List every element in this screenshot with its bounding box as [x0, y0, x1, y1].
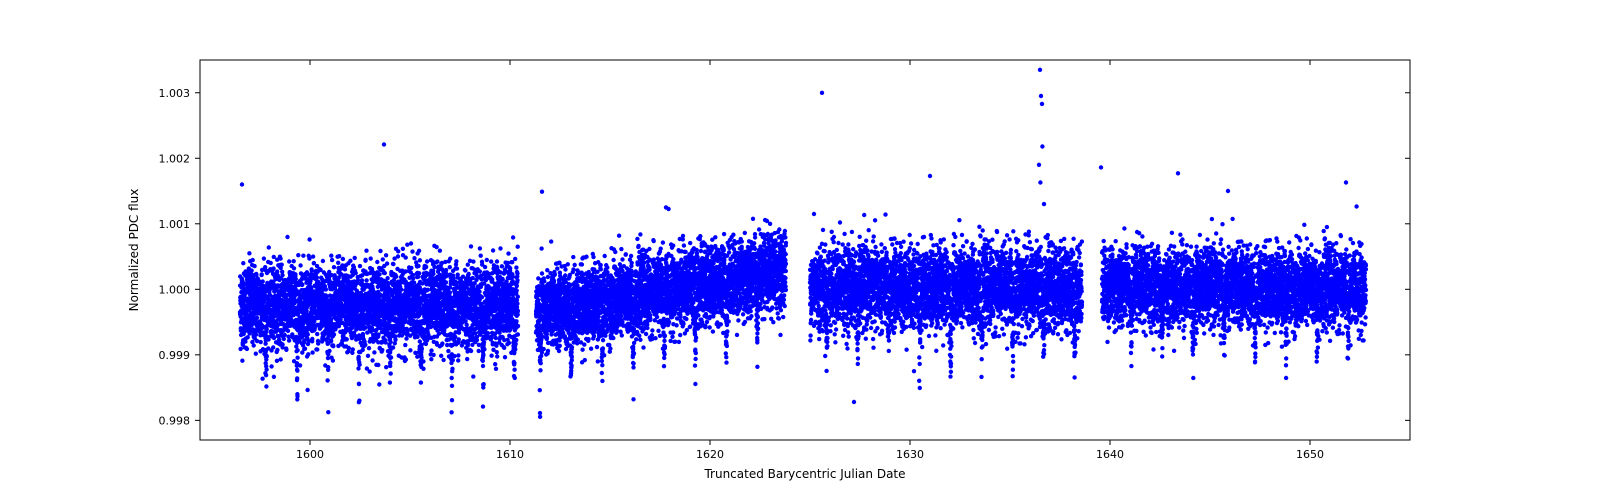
x-tick-label: 1620 [696, 448, 724, 461]
x-tick-label: 1600 [296, 448, 324, 461]
x-tick-label: 1640 [1096, 448, 1124, 461]
x-tick-label: 1650 [1296, 448, 1324, 461]
y-tick-label: 1.001 [159, 218, 191, 231]
x-tick-label: 1610 [496, 448, 524, 461]
chart-container: 1600 1610 1620 1630 1640 1650 0.998 0.999 1.000 1… [0, 0, 1600, 500]
y-tick-label: 1.003 [159, 87, 191, 100]
x-tick-label: 1630 [896, 448, 924, 461]
y-axis-label: Normalized PDC flux [127, 189, 141, 312]
y-tick-label: 1.000 [159, 283, 191, 296]
lightcurve-scatter-chart: 1600 1610 1620 1630 1640 1650 0.998 0.999 1.000 1… [0, 0, 1600, 500]
y-tick-label: 0.998 [159, 414, 191, 427]
x-axis-label: Truncated Barycentric Julian Date [703, 467, 905, 481]
y-tick-label: 0.999 [159, 349, 191, 362]
y-tick-label: 1.002 [159, 152, 191, 165]
